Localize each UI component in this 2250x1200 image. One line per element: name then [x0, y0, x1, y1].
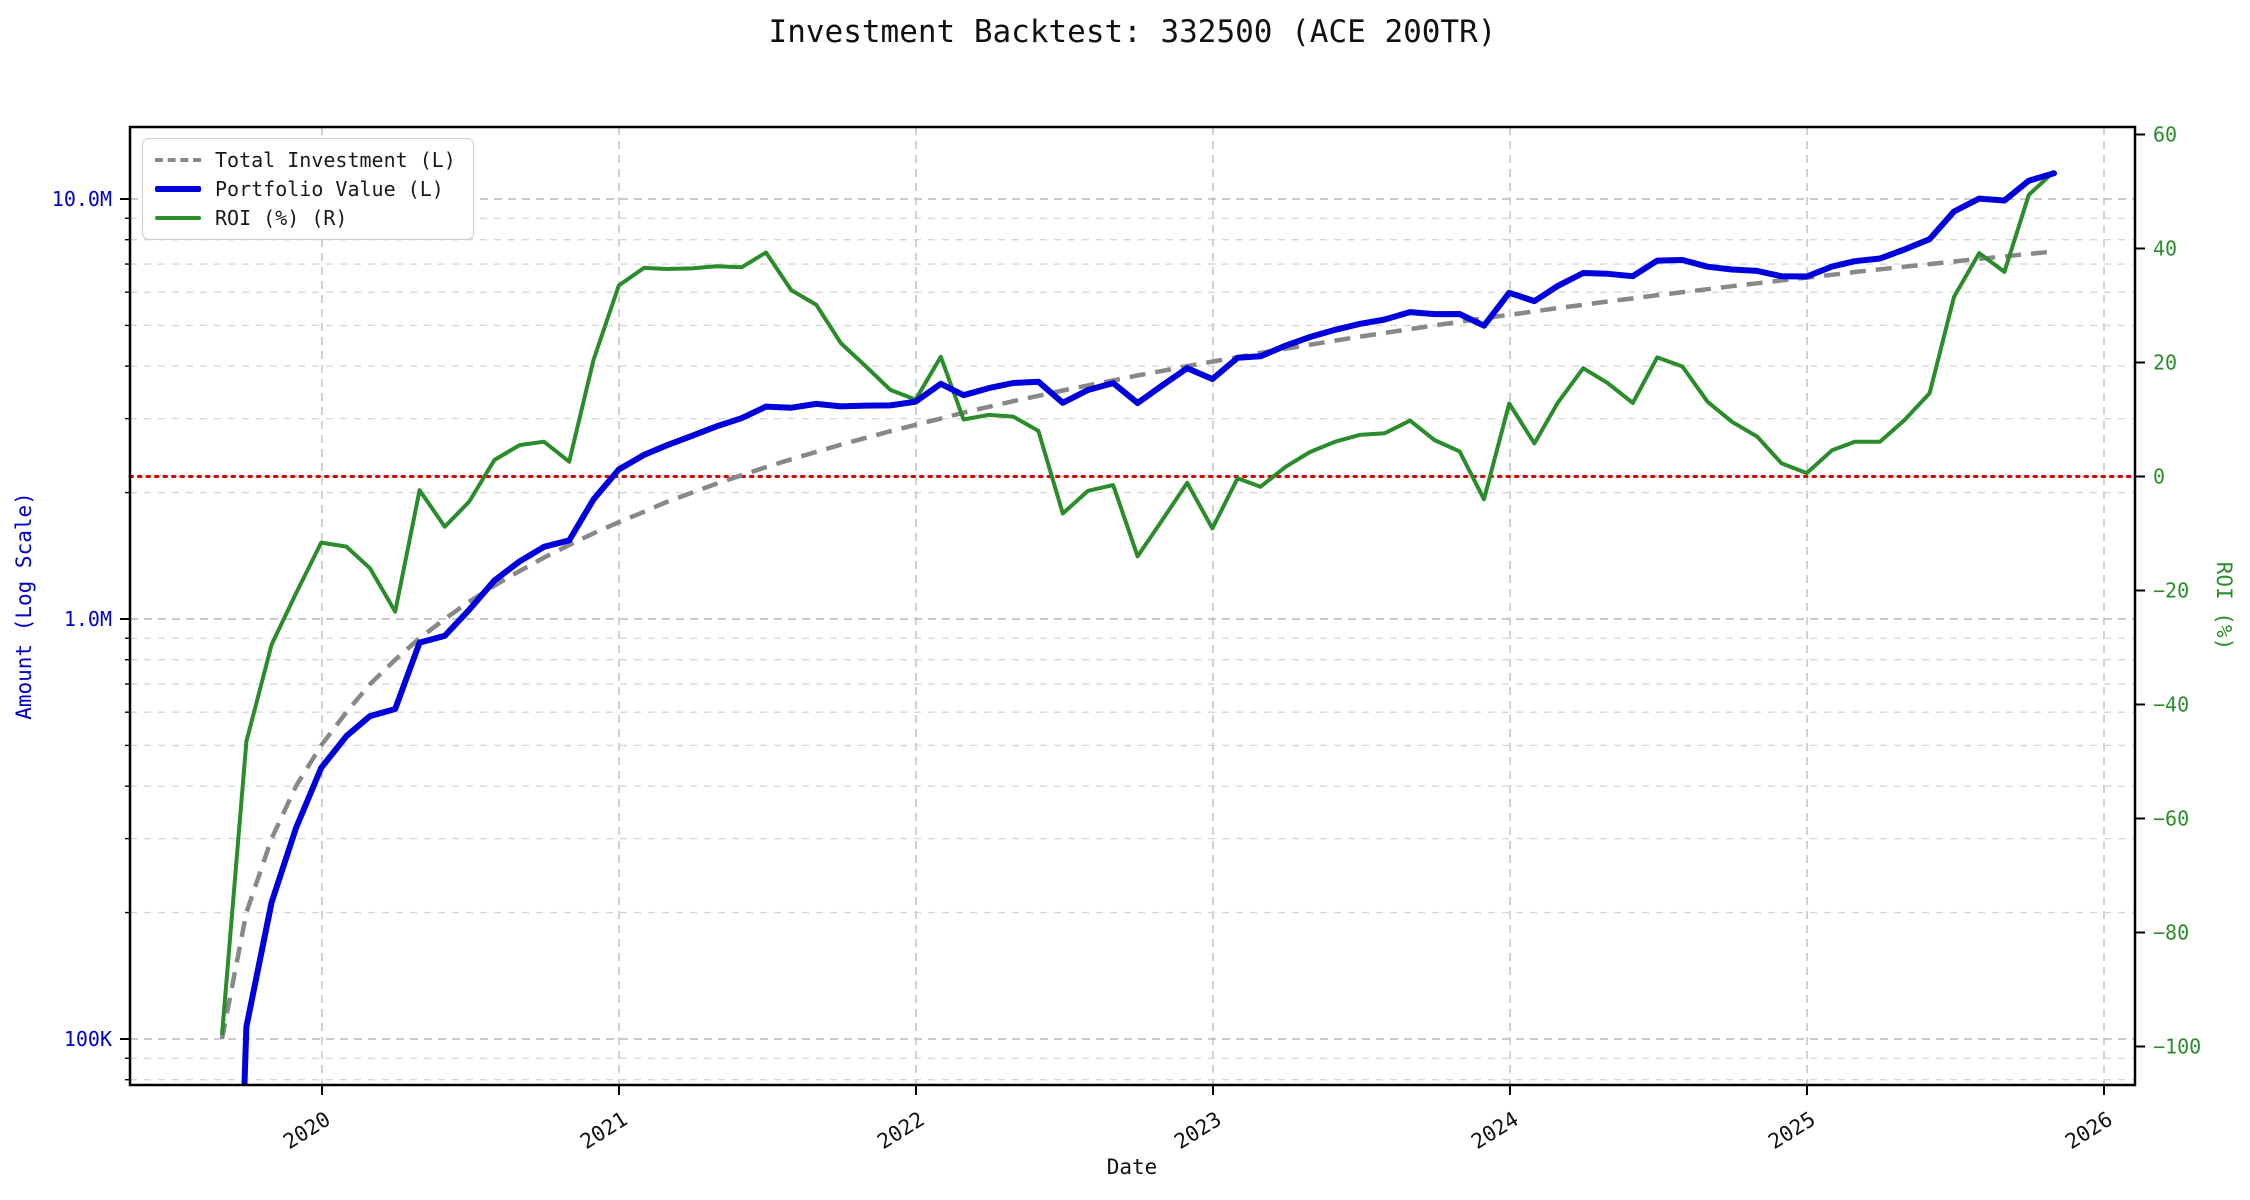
legend-item-portfolio-value: Portfolio Value (L): [155, 174, 461, 203]
svg-text:2020: 2020: [279, 1107, 335, 1154]
svg-text:2023: 2023: [1170, 1107, 1226, 1154]
svg-text:0: 0: [2153, 465, 2165, 489]
svg-text:100K: 100K: [64, 1027, 112, 1051]
dashed-line-swatch: [155, 157, 201, 162]
svg-text:20: 20: [2153, 351, 2177, 375]
blue-line-swatch: [155, 185, 201, 192]
x-axis-title: Date: [1106, 1155, 1158, 1179]
svg-text:−40: −40: [2153, 693, 2189, 717]
svg-text:10.0M: 10.0M: [52, 187, 112, 211]
legend-label: ROI (%) (R): [215, 206, 348, 231]
svg-text:2026: 2026: [2061, 1107, 2117, 1154]
legend-item-total-investment: Total Investment (L): [155, 145, 461, 174]
svg-text:2021: 2021: [576, 1107, 632, 1154]
green-line-swatch: [155, 216, 201, 221]
legend: Total Investment (L) Portfolio Value (L)…: [142, 138, 474, 240]
chart-title: Investment Backtest: 332500 (ACE 200TR): [768, 14, 1497, 50]
svg-text:1.0M: 1.0M: [64, 607, 112, 631]
svg-text:60: 60: [2153, 123, 2177, 147]
svg-text:−80: −80: [2153, 921, 2189, 945]
y-axis-title-right: ROI (%): [2212, 561, 2236, 651]
svg-text:40: 40: [2153, 237, 2177, 261]
svg-text:2025: 2025: [1764, 1107, 1820, 1154]
y-axis-title-left: Amount (Log Scale): [12, 492, 36, 720]
legend-label: Total Investment (L): [215, 147, 456, 172]
svg-text:−100: −100: [2153, 1035, 2201, 1059]
legend-label: Portfolio Value (L): [215, 176, 444, 201]
svg-text:−60: −60: [2153, 807, 2189, 831]
svg-text:−20: −20: [2153, 579, 2189, 603]
legend-item-roi: ROI (%) (R): [155, 204, 461, 233]
svg-text:2024: 2024: [1467, 1107, 1523, 1154]
svg-text:2022: 2022: [873, 1107, 929, 1154]
